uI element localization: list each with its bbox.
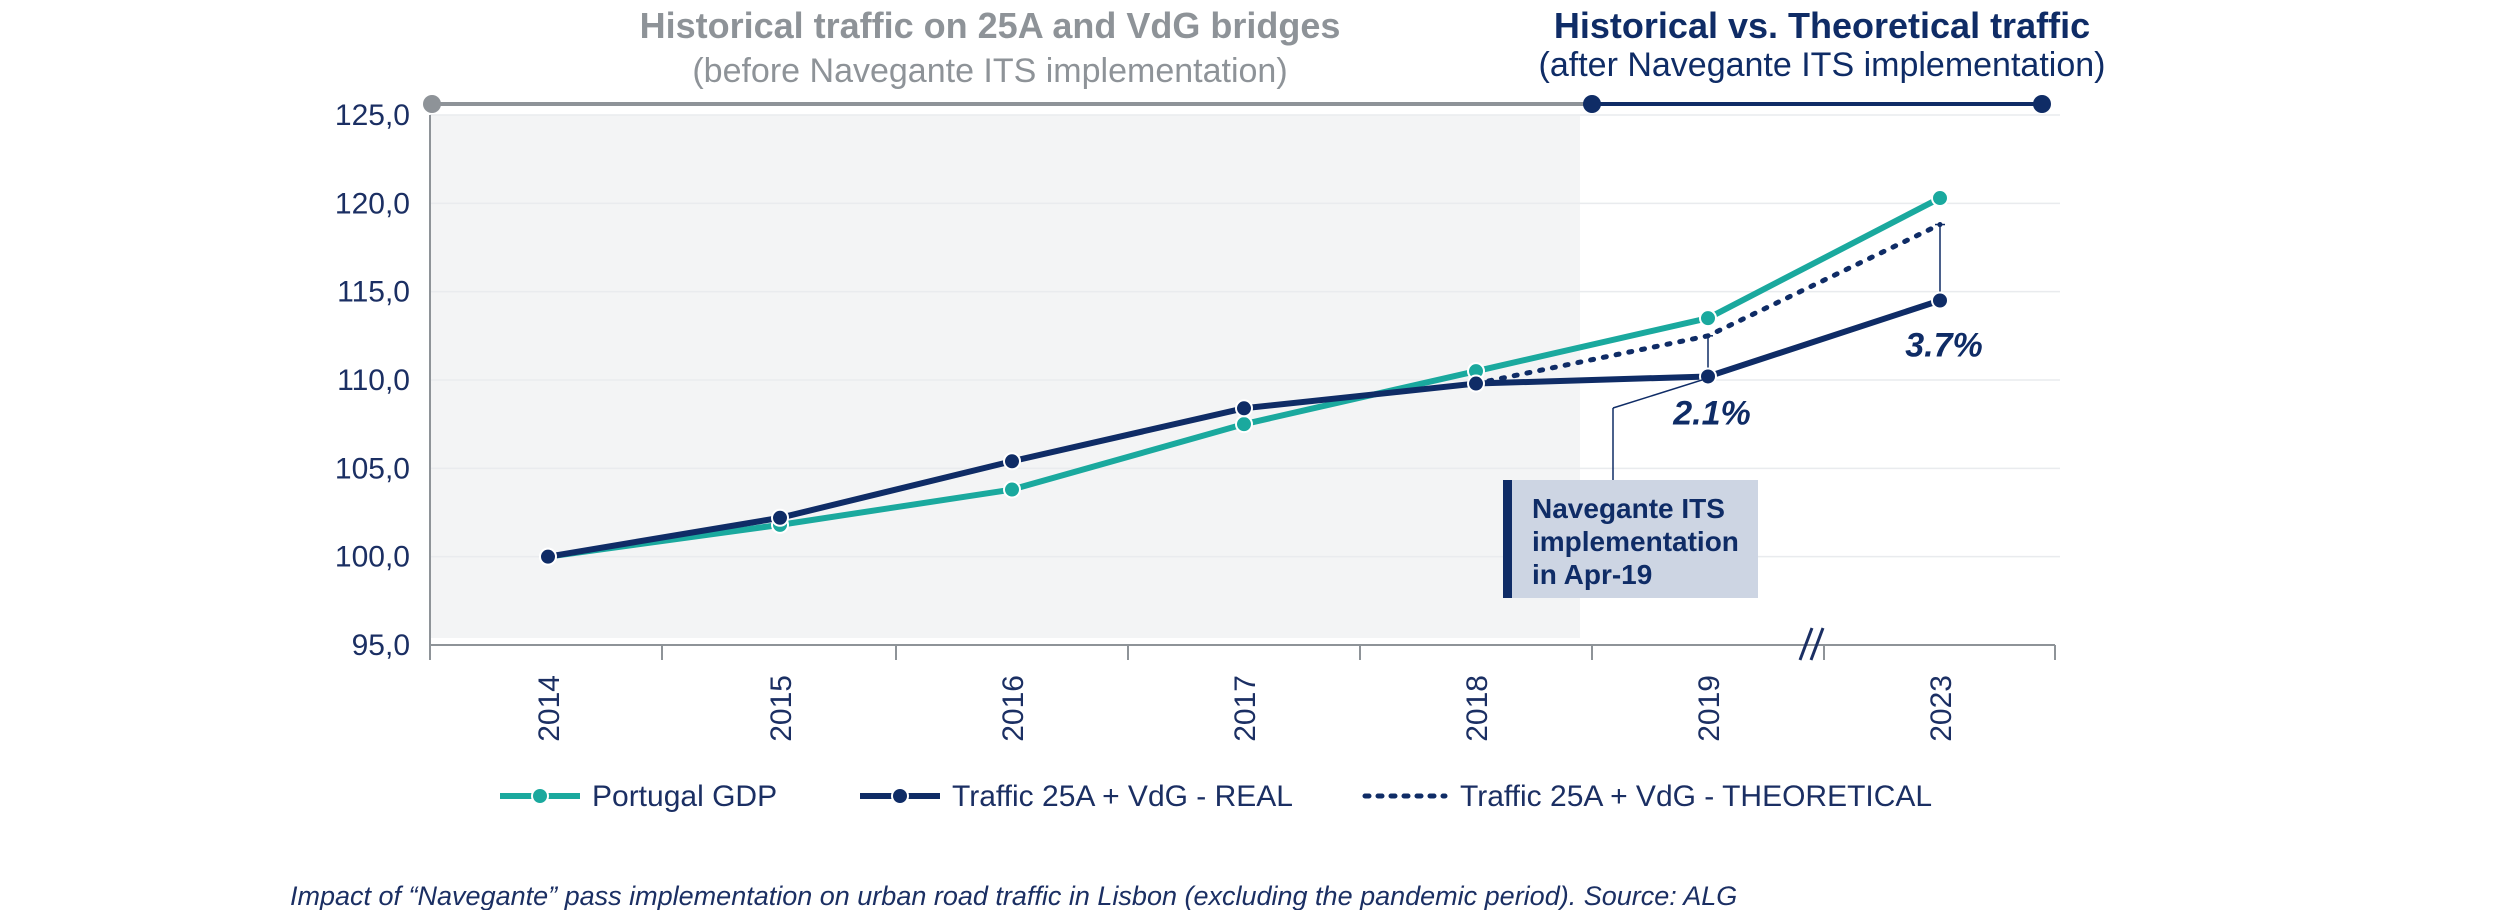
legend-label-gdp: Portugal GDP [592, 780, 777, 813]
period-marker-start [423, 95, 441, 113]
note-line-3: in Apr-19 [1532, 559, 1652, 590]
y-tick-label: 105,0 [335, 452, 410, 485]
legend-label-real: Traffic 25A + VdG - REAL [952, 780, 1293, 813]
series-line-2 [1473, 222, 1943, 387]
note-line-1: Navegante ITS [1532, 493, 1725, 524]
legend-label-theoretical: Traffic 25A + VdG - THEORETICAL [1460, 780, 1932, 813]
series-point-1 [1467, 374, 1485, 393]
caption: Impact of “Navegante” pass implementatio… [290, 881, 1737, 910]
header-left-title: Historical traffic on 25A and VdG bridge… [640, 5, 1341, 46]
y-tick-label: 115,0 [337, 276, 410, 309]
note-leader-line-h [1612, 379, 1703, 409]
series-point-0 [1699, 309, 1717, 328]
period-marker-mid [1583, 95, 1601, 113]
x-tick-label: 2023 [1925, 675, 1958, 742]
legend-item-real: Traffic 25A + VdG - REAL [860, 780, 1293, 813]
series-point-1 [1699, 367, 1717, 386]
historical-region-shade [430, 115, 1580, 638]
x-axis-tick-marks [429, 645, 2056, 660]
series-point-1 [1931, 291, 1949, 310]
note-line-2: implementation [1532, 526, 1739, 557]
y-tick-label: 95,0 [352, 629, 410, 662]
header-right-subtitle: (after Navegante ITS implementation) [1539, 46, 2106, 84]
x-tick-label: 2018 [1461, 675, 1494, 742]
annotation-2019-pct: 2.1% [1672, 394, 1751, 432]
x-tick-label: 2017 [1229, 675, 1262, 742]
x-axis-ticks: 2014 2015 2016 2017 2018 2019 2023 [533, 675, 1958, 742]
note-box-accent [1503, 480, 1512, 598]
legend: Portugal GDP Traffic 25A + VdG - REAL Tr… [500, 780, 1932, 813]
legend-item-gdp: Portugal GDP [500, 780, 777, 813]
period-marker-end [2033, 95, 2051, 113]
series-point-1 [1003, 452, 1021, 471]
series-point-1 [771, 508, 789, 527]
y-axis-ticks: 125,0 120,0 115,0 110,0 105,0 100,0 95,0 [335, 99, 410, 662]
series-layer [539, 189, 1949, 566]
series-point-1 [539, 547, 557, 566]
y-tick-label: 125,0 [335, 99, 410, 132]
grid [430, 114, 2060, 558]
note-box [1503, 480, 1758, 598]
axis-break-icon [1798, 627, 1825, 661]
x-tick-label: 2016 [997, 675, 1030, 742]
annotation-2023-pct: 3.7% [1905, 327, 1983, 365]
legend-item-theoretical: Traffic 25A + VdG - THEORETICAL [1362, 780, 1932, 813]
series-point-1 [1235, 399, 1253, 418]
series-point-0 [1931, 189, 1949, 208]
x-tick-label: 2015 [765, 675, 798, 742]
header-left-subtitle: (before Navegante ITS implementation) [692, 52, 1287, 90]
x-tick-label: 2014 [533, 675, 566, 742]
series-point-0 [1235, 415, 1253, 434]
header-right-title: Historical vs. Theoretical traffic [1554, 5, 2090, 46]
y-tick-label: 120,0 [335, 187, 410, 220]
y-tick-label: 110,0 [337, 364, 410, 397]
y-tick-label: 100,0 [335, 541, 410, 574]
x-tick-label: 2019 [1693, 675, 1726, 742]
series-point-0 [1003, 480, 1021, 499]
